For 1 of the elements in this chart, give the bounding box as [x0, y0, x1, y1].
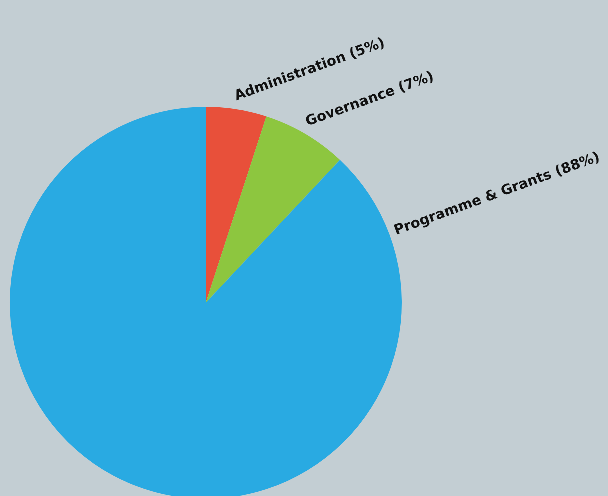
pie-slice — [206, 107, 267, 303]
